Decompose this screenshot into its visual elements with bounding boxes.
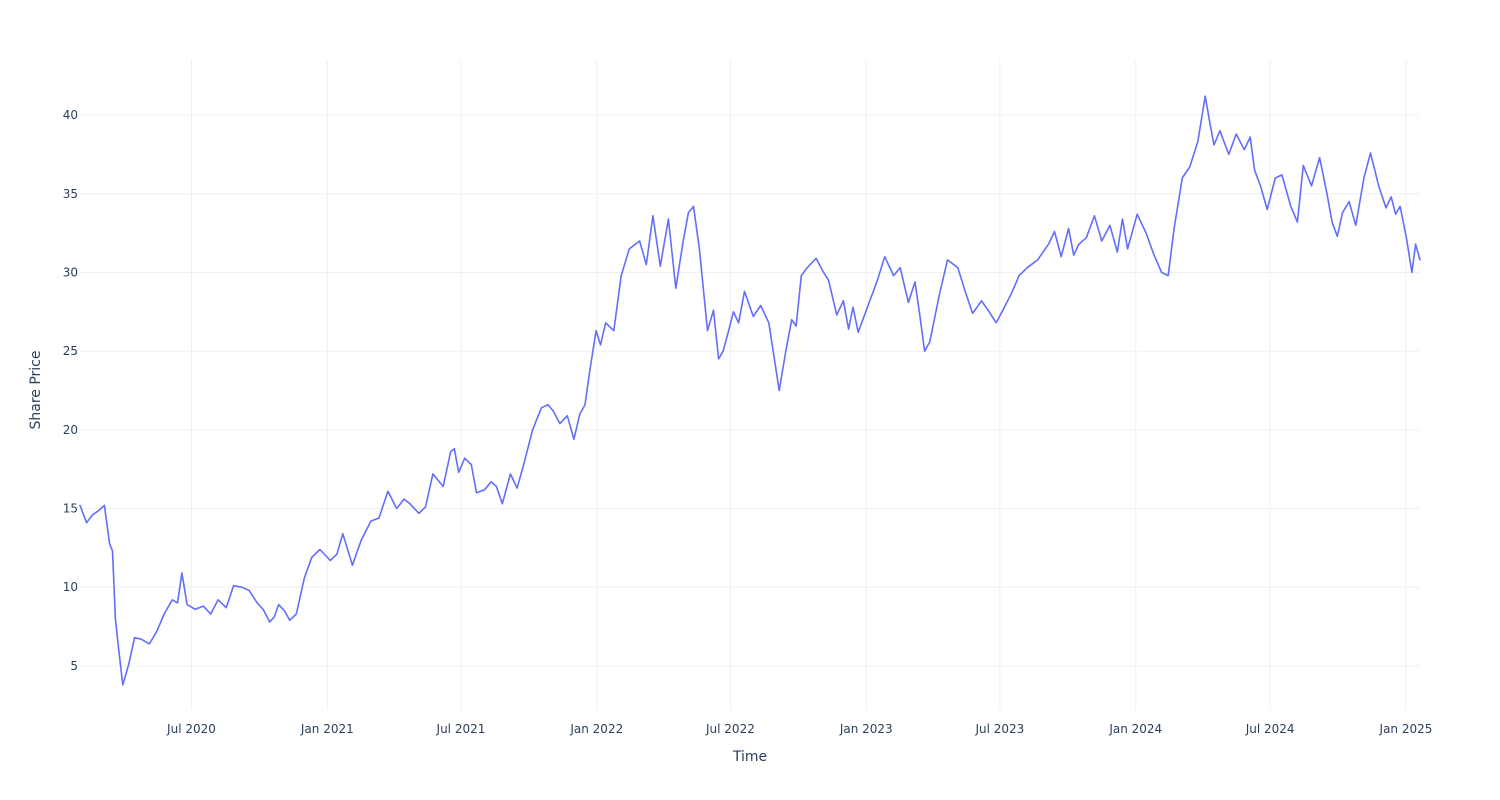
y-gridlines (80, 114, 1420, 667)
x-tick-label: Jan 2021 (300, 722, 354, 736)
y-axis-title: Share Price (28, 350, 44, 429)
y-tick-label: 5 (70, 659, 78, 673)
y-tick-label: 30 (63, 265, 78, 279)
y-tick-label: 40 (63, 108, 78, 122)
x-tick-label: Jul 2021 (436, 722, 486, 736)
y-tick-label: 15 (63, 502, 78, 516)
x-tick-label: Jan 2022 (569, 722, 623, 736)
y-tick-label: 25 (63, 344, 78, 358)
x-tick-label: Jan 2025 (1379, 722, 1433, 736)
y-tick-label: 20 (63, 423, 78, 437)
x-axis-ticks: Jul 2020 Jan 2021 Jul 2021 Jan 2022 Jul 2022… (166, 722, 1432, 736)
y-tick-label: 10 (63, 580, 78, 594)
x-tick-label: Jul 2023 (974, 722, 1024, 736)
x-tick-label: Jan 2023 (839, 722, 893, 736)
x-axis-title: Time (732, 749, 767, 765)
y-axis-ticks: 5 10 15 20 25 30 35 40 (63, 108, 78, 673)
series-layer (79, 95, 1421, 686)
x-tick-label: Jul 2022 (705, 722, 755, 736)
x-gridlines (190, 60, 1407, 710)
x-tick-label: Jan 2024 (1108, 722, 1162, 736)
series-line-0 (79, 95, 1421, 686)
x-tick-label: Jul 2024 (1245, 722, 1295, 736)
y-tick-label: 35 (63, 187, 78, 201)
x-tick-label: Jul 2020 (166, 722, 216, 736)
